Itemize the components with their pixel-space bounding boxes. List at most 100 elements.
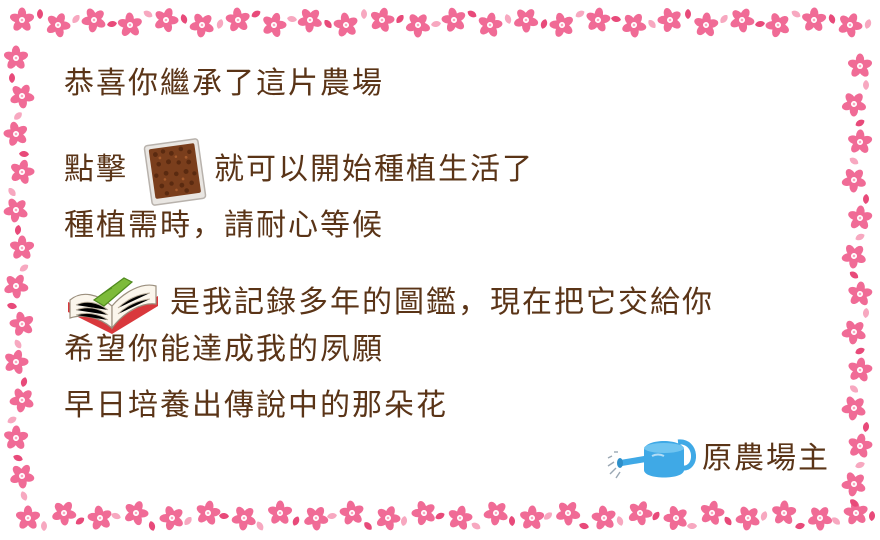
- cherry-blossom-icon: [328, 7, 364, 43]
- cherry-blossom-icon: [3, 457, 41, 495]
- signature-text: 原農場主: [702, 441, 830, 476]
- cherry-blossom-icon: [369, 499, 407, 537]
- cherry-blossom-icon: [472, 7, 508, 43]
- petal-icon: [12, 338, 24, 350]
- cherry-blossom-icon: [444, 503, 476, 534]
- cherry-blossom-icon: [8, 158, 36, 186]
- cherry-blossom-icon: [261, 495, 299, 531]
- petal-icon: [718, 13, 730, 25]
- petal-icon: [848, 155, 860, 167]
- petal-icon: [147, 520, 157, 532]
- petal-icon: [394, 13, 406, 25]
- letter-line-4: 是我記錄多年的圖鑑，現在把它交給你: [64, 268, 714, 338]
- petal-icon: [215, 18, 225, 30]
- petal-icon: [650, 510, 662, 522]
- cherry-blossom-icon: [516, 501, 548, 535]
- petal-icon: [19, 490, 29, 502]
- petal-icon: [508, 515, 516, 527]
- cherry-blossom-icon: [690, 9, 722, 41]
- petal-icon: [18, 262, 30, 274]
- cherry-blossom-icon: [796, 2, 832, 38]
- cherry-blossom-icon: [0, 116, 34, 152]
- petal-icon: [322, 18, 334, 30]
- petal-icon: [854, 346, 866, 356]
- open-book-icon[interactable]: [64, 272, 162, 342]
- watering-can-icon: [607, 439, 696, 479]
- petal-icon: [539, 18, 549, 30]
- letter-line-4-suffix: 是我記錄多年的圖鑑，現在把它交給你: [170, 285, 714, 320]
- petal-icon: [854, 460, 866, 470]
- cherry-blossom-icon: [842, 352, 878, 388]
- petal-icon: [759, 510, 769, 522]
- petal-icon: [470, 520, 482, 532]
- petal-icon: [361, 9, 367, 19]
- petal-icon: [19, 376, 29, 388]
- petal-icon: [854, 117, 866, 129]
- petal-icon: [70, 13, 82, 25]
- cherry-blossom-icon: [841, 275, 879, 313]
- letter-line-2-prefix: 點擊: [64, 152, 128, 187]
- cherry-blossom-icon: [552, 497, 584, 529]
- farm-letter: 恭喜你繼承了這片農場 點擊: [64, 56, 844, 486]
- cherry-blossom-icon: [834, 10, 866, 40]
- petal-icon: [794, 521, 806, 531]
- petal-icon: [863, 80, 869, 90]
- cherry-blossom-icon: [0, 192, 34, 228]
- petal-icon: [466, 8, 478, 20]
- cherry-blossom-icon: [839, 242, 869, 270]
- cherry-blossom-icon: [0, 343, 35, 381]
- petal-icon: [400, 515, 408, 527]
- cherry-blossom-icon: [152, 6, 179, 34]
- cherry-blossom-icon: [190, 496, 226, 530]
- petal-icon: [790, 8, 802, 20]
- cherry-blossom-icon: [219, 1, 257, 39]
- petal-icon: [685, 9, 691, 19]
- cherry-blossom-icon: [477, 494, 515, 532]
- petal-icon: [848, 383, 860, 395]
- petal-icon: [646, 18, 658, 30]
- seed-packet-icon[interactable]: [140, 136, 210, 208]
- cherry-blossom-icon: [8, 7, 36, 33]
- letter-line-6: 早日培養出傳說中的那朵花: [64, 388, 448, 423]
- petal-icon: [110, 511, 122, 521]
- petal-icon: [610, 15, 622, 23]
- cherry-blossom-icon: [507, 2, 545, 39]
- petal-icon: [687, 523, 697, 529]
- cherry-blossom-icon: [75, 1, 113, 39]
- petal-icon: [862, 421, 870, 433]
- petal-icon: [74, 515, 86, 527]
- cherry-blossom-icon: [546, 9, 578, 41]
- cherry-blossom-icon: [624, 497, 656, 529]
- cherry-blossom-icon: [113, 8, 147, 42]
- cherry-blossom-icon: [3, 230, 40, 266]
- cherry-blossom-icon: [733, 502, 763, 534]
- cherry-blossom-icon: [693, 494, 731, 532]
- petal-icon: [827, 13, 837, 25]
- cherry-blossom-icon: [185, 7, 219, 43]
- petal-icon: [12, 453, 24, 463]
- petal-icon: [14, 224, 22, 236]
- cherry-blossom-icon: [583, 5, 613, 35]
- petal-icon: [41, 521, 47, 531]
- cherry-blossom-icon: [402, 8, 434, 42]
- cherry-blossom-icon: [1, 272, 31, 300]
- petal-icon: [106, 20, 118, 28]
- petal-icon: [250, 8, 262, 20]
- cherry-blossom-icon: [760, 7, 796, 43]
- cherry-blossom-icon: [82, 500, 118, 536]
- petal-icon: [578, 521, 590, 531]
- petal-icon: [286, 15, 298, 23]
- cherry-blossom-icon: [767, 496, 801, 530]
- cherry-blossom-icon: [295, 6, 325, 34]
- petal-icon: [362, 520, 374, 532]
- cherry-blossom-icon: [659, 501, 693, 534]
- cherry-blossom-icon: [7, 385, 37, 415]
- petal-icon: [722, 515, 734, 527]
- letter-line-1: 恭喜你繼承了這片農場: [64, 66, 384, 101]
- petal-icon: [863, 18, 873, 30]
- petal-icon: [854, 232, 866, 242]
- cherry-blossom-icon: [585, 499, 623, 537]
- letter-line-2-suffix: 就可以開始種植生活了: [214, 152, 534, 187]
- cherry-blossom-icon: [299, 501, 333, 535]
- cherry-blossom-icon: [337, 498, 367, 528]
